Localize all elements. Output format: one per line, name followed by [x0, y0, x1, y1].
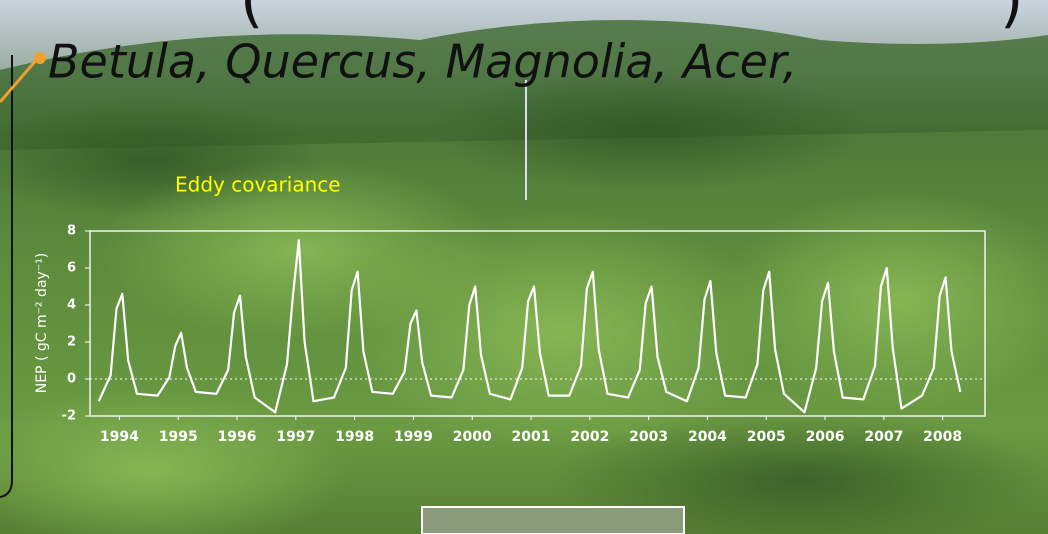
x-tick-label: 2000 [453, 429, 492, 445]
heading: Betula, Quercus, Magnolia, Acer, [48, 35, 797, 89]
y-tick-label: 6 [67, 261, 76, 276]
y-axis-label: NEP ( gC m⁻² day⁻¹) [34, 253, 50, 394]
x-tick-label: 2006 [806, 429, 845, 445]
y-tick-label: 2 [67, 335, 76, 350]
x-tick-label: 1999 [394, 429, 433, 445]
x-tick-label: 1996 [218, 429, 257, 445]
page: {"slide": {"heading": "Betula, Quercus, … [0, 0, 1048, 534]
heading-fragment: ( [240, 0, 263, 36]
x-tick-label: 2002 [570, 429, 609, 445]
annotation: Eddy covariance [175, 173, 341, 197]
x-tick-label: 1997 [276, 429, 315, 445]
y-tick-label: -2 [62, 409, 76, 424]
x-tick-label: 2008 [923, 429, 962, 445]
x-tick-label: 2005 [747, 429, 786, 445]
y-tick-label: 8 [67, 224, 76, 239]
slide: ( ) Betula, Quercus, Magnolia, Acer, Edd… [0, 0, 1048, 534]
heading-fragment: ) [1000, 0, 1023, 36]
x-tick-label: 2004 [688, 429, 727, 445]
x-tick-label: 1998 [335, 429, 374, 445]
x-tick-label: 1994 [100, 429, 139, 445]
x-tick-label: 2007 [864, 429, 903, 445]
y-tick-label: 4 [67, 298, 76, 313]
x-tick-label: 2003 [629, 429, 668, 445]
y-tick-label: 0 [67, 372, 76, 387]
x-tick-label: 1995 [159, 429, 198, 445]
x-tick-label: 2001 [512, 429, 551, 445]
